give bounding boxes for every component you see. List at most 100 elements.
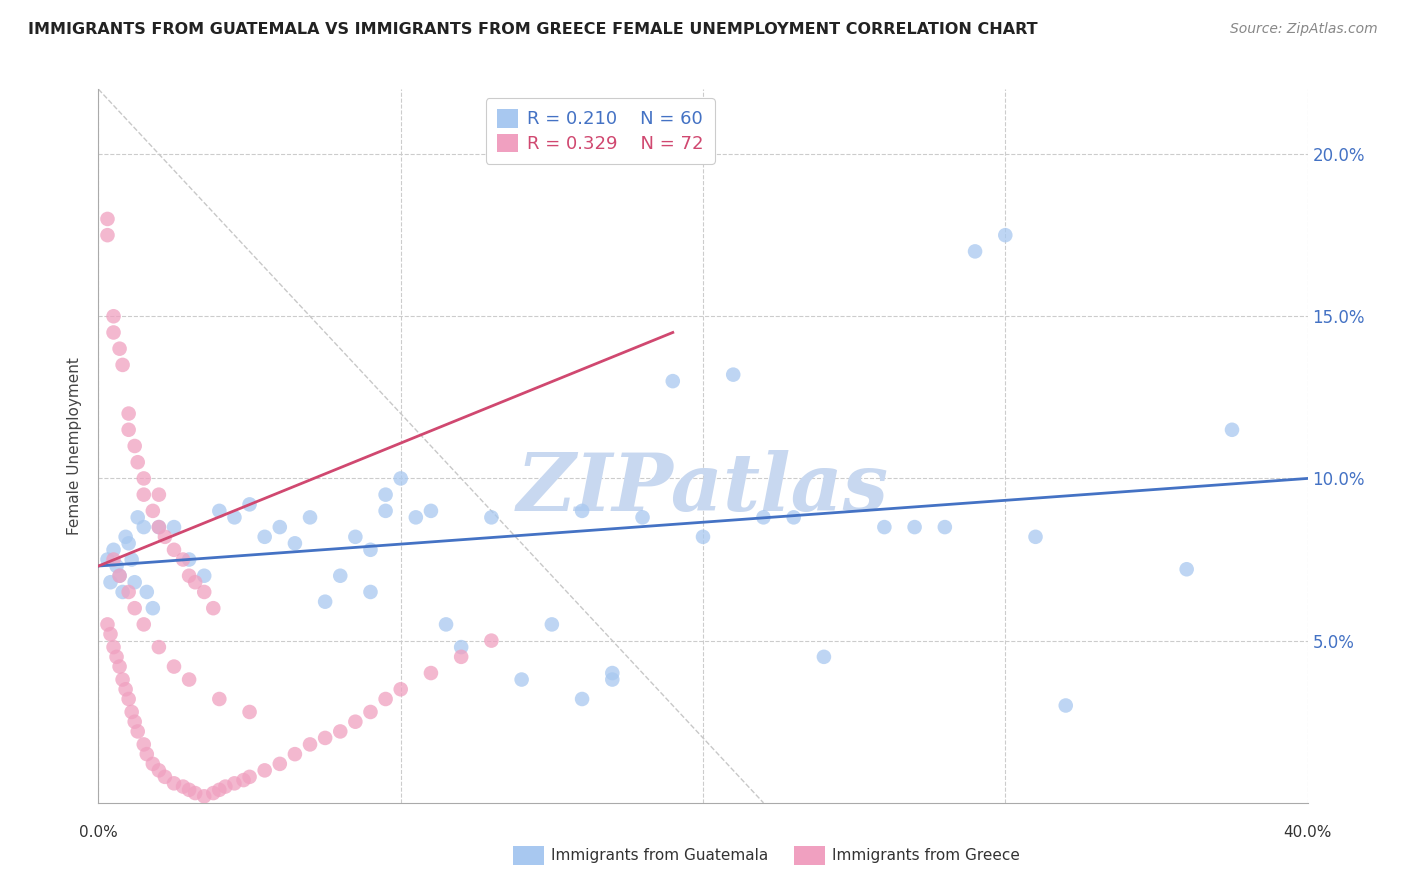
Point <box>1220 423 1243 437</box>
Point <box>994 228 1017 243</box>
Point <box>1054 698 1077 713</box>
Point <box>148 764 170 778</box>
Point <box>208 504 231 518</box>
Point <box>239 705 262 719</box>
Point <box>723 368 745 382</box>
Point <box>118 407 141 421</box>
Point <box>202 786 225 800</box>
Point <box>124 575 146 590</box>
Point <box>344 714 367 729</box>
Point <box>172 780 194 794</box>
Point <box>224 510 246 524</box>
Point <box>571 504 593 518</box>
Text: 0.0%: 0.0% <box>79 825 118 840</box>
Text: Immigrants from Guatemala: Immigrants from Guatemala <box>551 848 769 863</box>
Point <box>153 770 176 784</box>
Point <box>179 568 201 582</box>
Point <box>374 488 396 502</box>
Point <box>127 510 149 524</box>
Point <box>904 520 927 534</box>
Point <box>127 724 149 739</box>
Point <box>132 738 155 752</box>
Point <box>100 627 122 641</box>
Point <box>389 471 412 485</box>
Point <box>253 764 276 778</box>
Point <box>344 530 367 544</box>
Point <box>329 724 352 739</box>
Point <box>420 666 443 681</box>
Point <box>118 536 141 550</box>
Point <box>434 617 457 632</box>
Point <box>813 649 835 664</box>
Text: 40.0%: 40.0% <box>1284 825 1331 840</box>
Point <box>105 559 128 574</box>
Point <box>481 633 503 648</box>
Point <box>450 640 472 654</box>
Point <box>114 682 136 697</box>
Point <box>124 439 146 453</box>
Point <box>96 211 118 226</box>
Point <box>193 789 215 804</box>
Point <box>284 747 307 761</box>
Text: IMMIGRANTS FROM GUATEMALA VS IMMIGRANTS FROM GREECE FEMALE UNEMPLOYMENT CORRELAT: IMMIGRANTS FROM GUATEMALA VS IMMIGRANTS … <box>28 22 1038 37</box>
Point <box>239 497 262 511</box>
Point <box>103 552 125 566</box>
Point <box>208 782 231 797</box>
Point <box>299 738 322 752</box>
Point <box>783 510 806 524</box>
Point <box>105 649 128 664</box>
Point <box>239 770 262 784</box>
Point <box>329 568 352 582</box>
Point <box>96 228 118 243</box>
Point <box>752 510 775 524</box>
Point <box>481 510 503 524</box>
Point <box>163 776 186 790</box>
Point <box>253 530 276 544</box>
Point <box>934 520 956 534</box>
Point <box>360 705 382 719</box>
Point <box>269 756 291 771</box>
Point <box>163 520 186 534</box>
Point <box>450 649 472 664</box>
Point <box>142 504 165 518</box>
Point <box>374 692 396 706</box>
Point <box>284 536 307 550</box>
Point <box>873 520 896 534</box>
Point <box>172 552 194 566</box>
Point <box>100 575 122 590</box>
Text: Source: ZipAtlas.com: Source: ZipAtlas.com <box>1230 22 1378 37</box>
Point <box>184 575 207 590</box>
Point <box>148 640 170 654</box>
Point <box>360 542 382 557</box>
Point <box>124 601 146 615</box>
Point <box>163 542 186 557</box>
Point <box>108 568 131 582</box>
Point <box>96 552 118 566</box>
Point <box>214 780 236 794</box>
Point <box>224 776 246 790</box>
Point <box>163 659 186 673</box>
Point <box>184 786 207 800</box>
Text: ZIPatlas: ZIPatlas <box>517 450 889 527</box>
Point <box>1024 530 1046 544</box>
Point <box>314 595 336 609</box>
Point <box>103 542 125 557</box>
Point <box>135 585 157 599</box>
Point <box>193 568 215 582</box>
Point <box>135 747 157 761</box>
Point <box>103 326 125 340</box>
Point <box>118 423 141 437</box>
Point <box>132 471 155 485</box>
Point <box>602 673 624 687</box>
Point <box>965 244 987 259</box>
Point <box>299 510 322 524</box>
Point <box>510 673 533 687</box>
Point <box>132 520 155 534</box>
Point <box>405 510 427 524</box>
Point <box>114 530 136 544</box>
Point <box>96 617 118 632</box>
Point <box>124 714 146 729</box>
Point <box>148 520 170 534</box>
Point <box>111 585 134 599</box>
Point <box>179 782 201 797</box>
